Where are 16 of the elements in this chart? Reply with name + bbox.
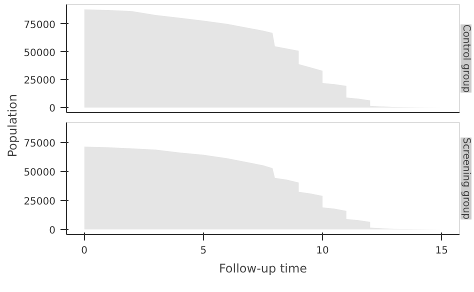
- y-tick-label: 25000: [24, 196, 56, 208]
- x-tick-label: 15: [435, 246, 448, 256]
- x-axis-title: Follow-up time: [218, 262, 308, 276]
- y-tick-label: 0: [49, 225, 56, 236]
- text: Screening group: [460, 137, 472, 220]
- y-tick-label: 0: [49, 104, 56, 115]
- x-tick-label: 10: [316, 246, 329, 256]
- y-tick-label: 50000: [24, 168, 56, 179]
- x-tick-label: 0: [81, 246, 88, 256]
- y-tick-label: 75000: [24, 20, 56, 31]
- y-tick-label: 50000: [24, 48, 56, 59]
- y-tick-label: 75000: [24, 138, 56, 150]
- text: Control group: [460, 24, 472, 93]
- y-tick-label: 25000: [24, 76, 56, 87]
- x-tick-label: 5: [200, 246, 207, 256]
- y-axis-title: Population: [6, 94, 20, 158]
